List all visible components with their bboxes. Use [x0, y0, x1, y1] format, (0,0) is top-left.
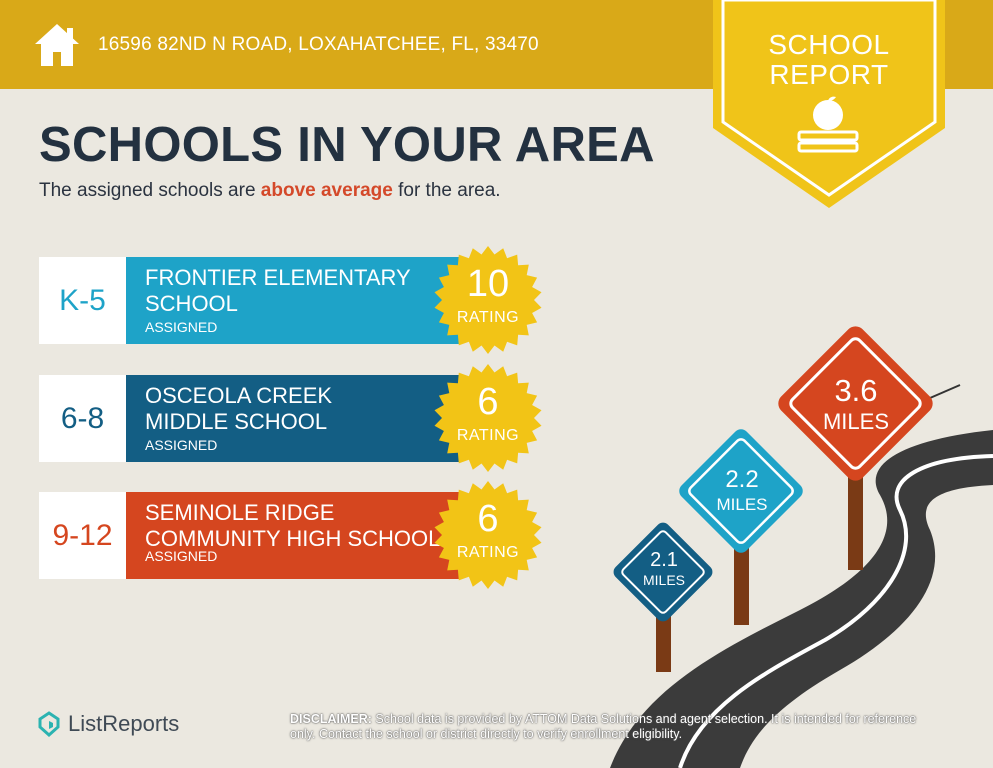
rating-seal: 10 RATING: [433, 245, 543, 355]
sign-post-1: [656, 610, 671, 672]
grade-range: 9-12: [39, 492, 126, 579]
school-row: 6-8 OSCEOLA CREEK MIDDLE SCHOOL ASSIGNED: [39, 375, 459, 462]
assignment-status: ASSIGNED: [145, 437, 218, 453]
rating-label: RATING: [456, 544, 520, 561]
seal-starburst-icon: [434, 364, 542, 472]
page-subtitle: The assigned schools are above average f…: [39, 180, 501, 202]
listreports-logo-icon: [38, 711, 60, 737]
disclaimer-text: School data is provided by ATTOM Data So…: [290, 712, 917, 741]
school-name: OSCEOLA CREEK MIDDLE SCHOOL: [145, 383, 333, 434]
school-name: FRONTIER ELEMENTARY SCHOOL: [145, 265, 411, 316]
rating-seal: 6 RATING: [433, 363, 543, 473]
school-band: [126, 257, 459, 344]
grade-range: 6-8: [39, 375, 126, 462]
rating-seal: 6 RATING: [433, 480, 543, 590]
badge-line-2: REPORT: [769, 59, 889, 90]
sign-3-unit: MILES: [823, 409, 889, 434]
subtitle-highlight: above average: [260, 180, 393, 201]
subtitle-text-before: The assigned schools are: [39, 180, 261, 201]
distance-sign-2: [679, 429, 803, 553]
school-row: 9-12 SEMINOLE RIDGE COMMUNITY HIGH SCHOOL…: [39, 492, 459, 579]
school-row: K-5 FRONTIER ELEMENTARY SCHOOL ASSIGNED: [39, 257, 459, 344]
disclaimer-label: DISCLAIMER:: [290, 712, 372, 726]
road-illustration: 3.6 MILES 2.2 MILES 2.1 MILES: [610, 326, 993, 768]
grade-range: K-5: [39, 257, 126, 344]
rating-value: 6: [477, 381, 499, 423]
rating-label: RATING: [456, 309, 520, 326]
road-line: [678, 454, 993, 768]
home-icon: [35, 24, 79, 66]
subtitle-text-after: for the area.: [392, 180, 501, 201]
assignment-status: ASSIGNED: [145, 319, 218, 335]
distance-sign-3: [778, 326, 933, 481]
apple-books-icon: [797, 96, 859, 153]
property-address: 16596 82ND N ROAD, LOXAHATCHEE, FL, 3347…: [98, 34, 539, 55]
badge-line-1: SCHOOL: [768, 29, 890, 60]
seal-starburst-icon: [434, 481, 542, 589]
sign-2-unit: MILES: [716, 495, 767, 514]
road: [610, 430, 993, 768]
distance-sign-1: [613, 522, 713, 622]
sign-post-3: [848, 475, 863, 570]
page-title: SCHOOLS IN YOUR AREA: [39, 118, 655, 172]
school-name: SEMINOLE RIDGE COMMUNITY HIGH SCHOOL: [145, 500, 441, 551]
rating-value: 6: [477, 498, 499, 540]
listreports-logo-text: ListReports: [68, 711, 180, 736]
sign-3-value: 3.6: [834, 373, 877, 408]
sign-1-value: 2.1: [650, 549, 678, 571]
seal-starburst-icon: [434, 246, 542, 354]
school-band: [126, 375, 459, 462]
sign-1-unit: MILES: [643, 572, 685, 588]
badge-title: SCHOOL REPORT: [713, 30, 945, 90]
rating-value: 10: [466, 263, 510, 305]
rating-label: RATING: [456, 427, 520, 444]
sign-2-value: 2.2: [725, 466, 758, 493]
assignment-status: ASSIGNED: [145, 548, 218, 564]
sign-post-2: [734, 545, 749, 625]
school-band: [126, 492, 459, 579]
disclaimer: DISCLAIMER: School data is provided by A…: [290, 712, 940, 742]
